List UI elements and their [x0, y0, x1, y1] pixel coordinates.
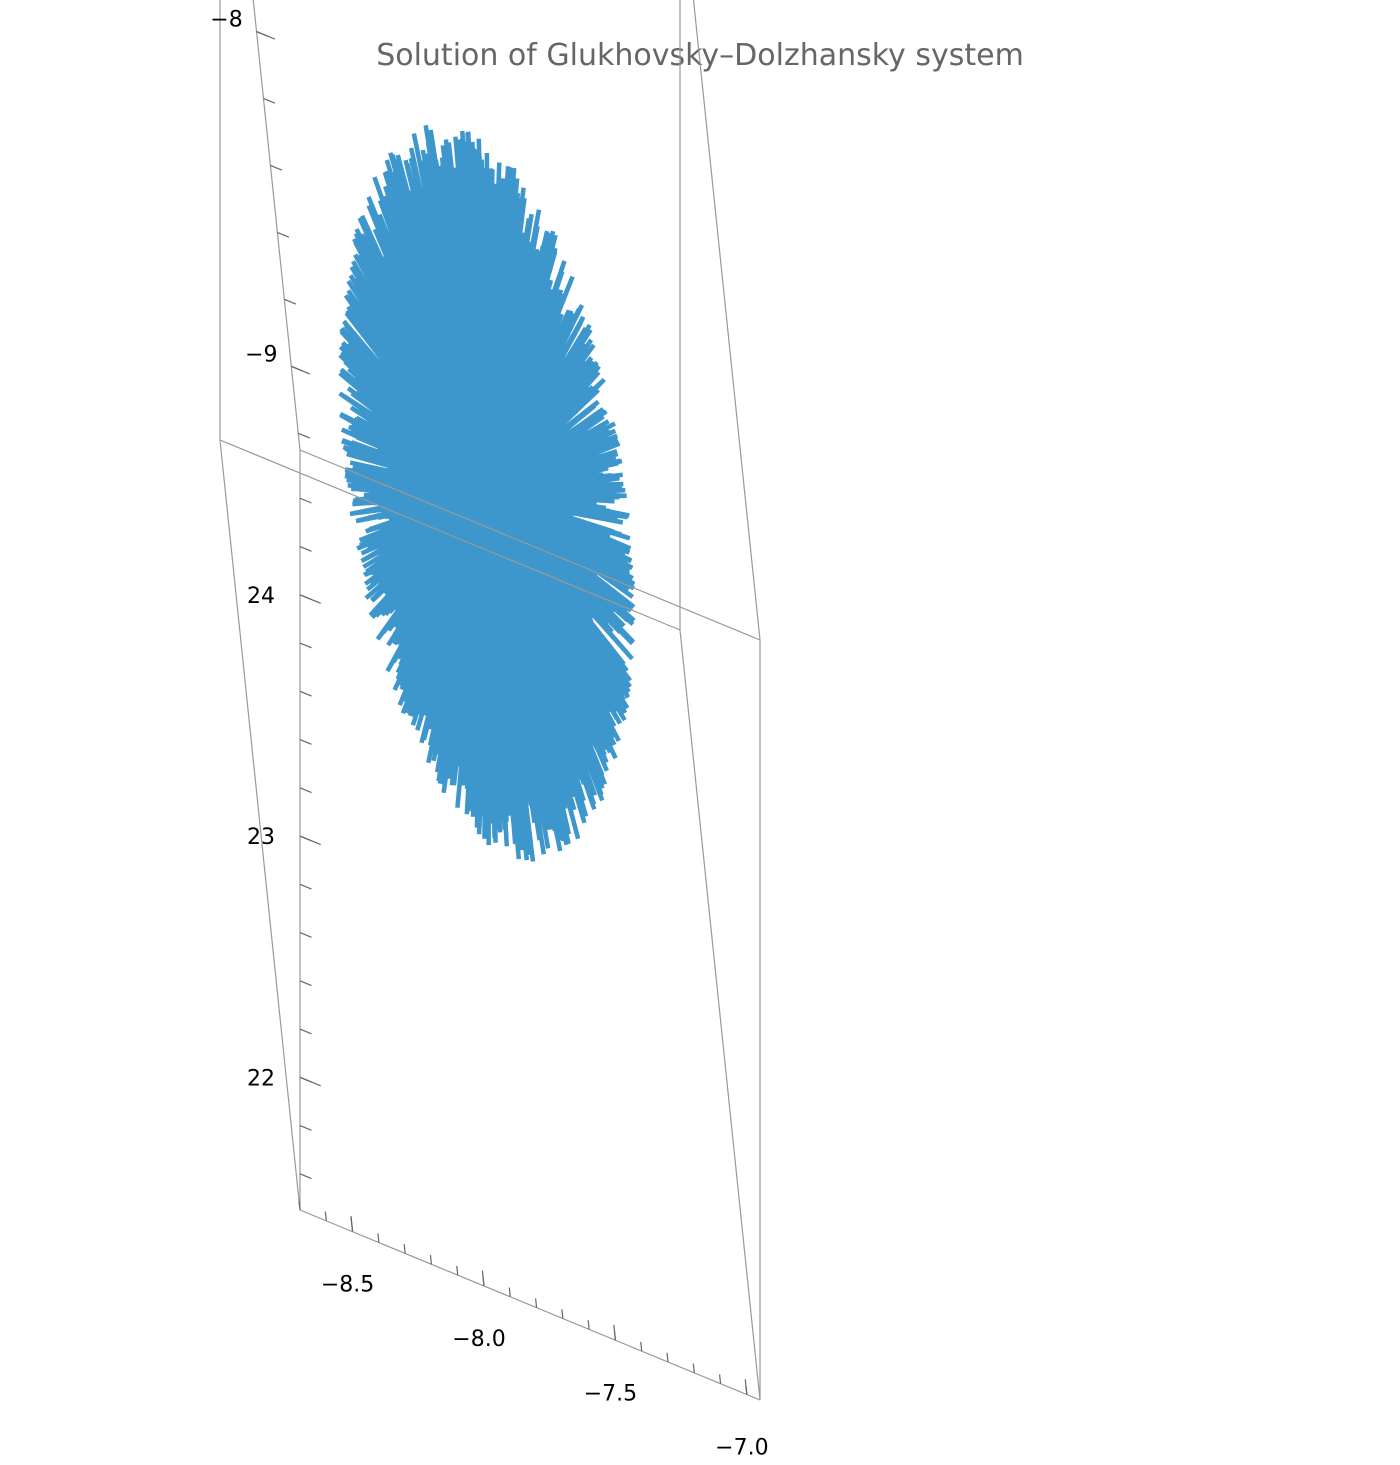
y-axis-tick: [277, 231, 290, 238]
x-axis-tick: [508, 1287, 511, 1297]
x-axis-tick-label: −8.5: [321, 1273, 374, 1298]
x-axis-tick: [561, 1309, 564, 1319]
z-axis-tick: [299, 931, 312, 938]
x-axis-tick: [719, 1374, 722, 1384]
box-edge: [299, 449, 761, 641]
z-axis-tick-label: 23: [247, 825, 275, 850]
y-axis-tick: [298, 432, 310, 439]
x-axis-tick-label: −8.0: [452, 1327, 505, 1352]
z-axis-tick: [299, 545, 312, 552]
axis-tick-labels: −8.5−8.0−7.5−7.0−9−8−7222324: [210, 8, 768, 1461]
z-axis-tick-label: 22: [247, 1066, 275, 1091]
box-edge: [219, 439, 301, 1211]
z-axis-tick: [299, 497, 312, 504]
z-axis-tick: [299, 1028, 312, 1035]
x-axis-tick: [666, 1352, 669, 1363]
box-edge: [219, 439, 681, 631]
x-axis-tick: [744, 1379, 748, 1395]
x-axis-tick: [481, 1270, 485, 1287]
x-axis-tick-label: −7.5: [584, 1381, 637, 1406]
y-axis-tick: [263, 97, 276, 104]
z-axis-tick: [299, 594, 321, 604]
z-axis-tick: [299, 1125, 312, 1131]
x-axis-tick: [429, 1254, 433, 1265]
box-edge: [299, 1209, 761, 1401]
x-axis-tick: [298, 1200, 301, 1211]
z-axis-tick: [299, 1076, 321, 1087]
z-axis-tick-label: 24: [247, 584, 275, 609]
y-axis-tick: [284, 298, 297, 305]
z-axis-tick: [299, 690, 312, 697]
z-axis-tick: [299, 738, 312, 745]
z-axis-tick: [299, 980, 312, 987]
box-edge: [679, 629, 761, 1401]
x-axis-tick: [350, 1216, 354, 1232]
y-axis-tick: [270, 164, 283, 171]
y-axis-tick: [256, 30, 276, 40]
solution-trajectory: [338, 124, 636, 862]
z-axis-tick: [299, 787, 312, 794]
x-axis-tick: [377, 1233, 380, 1243]
box-edge: [692, 0, 761, 641]
x-axis-tick: [587, 1320, 590, 1330]
axis-ticks: [256, 30, 748, 1395]
x-axis-tick: [535, 1298, 538, 1308]
y-axis-tick-label: −9: [245, 342, 277, 367]
x-axis-tick: [456, 1265, 459, 1276]
y-axis-tick-label: −8: [210, 8, 242, 33]
x-axis-tick-label: −7.0: [715, 1436, 768, 1461]
z-axis-tick: [299, 835, 321, 846]
x-axis-tick: [640, 1341, 643, 1352]
z-axis-tick: [299, 883, 312, 890]
trajectory-line: [338, 124, 636, 862]
x-axis-tick: [613, 1324, 617, 1341]
bounding-box-front-edges: [219, 0, 761, 1211]
x-axis-tick: [324, 1211, 327, 1221]
z-axis-tick: [299, 642, 312, 649]
x-axis-tick: [403, 1244, 406, 1254]
bounding-box-back-edges: [299, 629, 761, 1401]
z-axis-tick: [299, 1173, 312, 1180]
y-axis-tick: [291, 365, 310, 375]
box-edge: [252, 0, 301, 451]
x-axis-tick: [692, 1363, 695, 1373]
